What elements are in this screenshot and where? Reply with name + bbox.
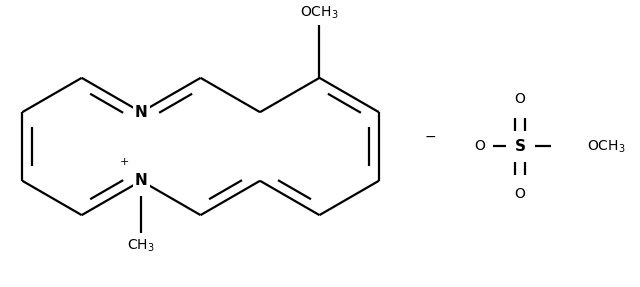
Text: OCH$_3$: OCH$_3$ [587,138,625,155]
Text: O: O [515,187,525,201]
Text: O: O [515,92,525,106]
Text: CH$_3$: CH$_3$ [127,238,155,254]
Text: N: N [135,173,147,188]
Text: −: − [425,130,436,144]
Text: OCH$_3$: OCH$_3$ [300,4,339,21]
Text: S: S [515,139,525,154]
Text: O: O [475,139,486,154]
Text: +: + [119,157,129,167]
Text: N: N [135,105,147,120]
